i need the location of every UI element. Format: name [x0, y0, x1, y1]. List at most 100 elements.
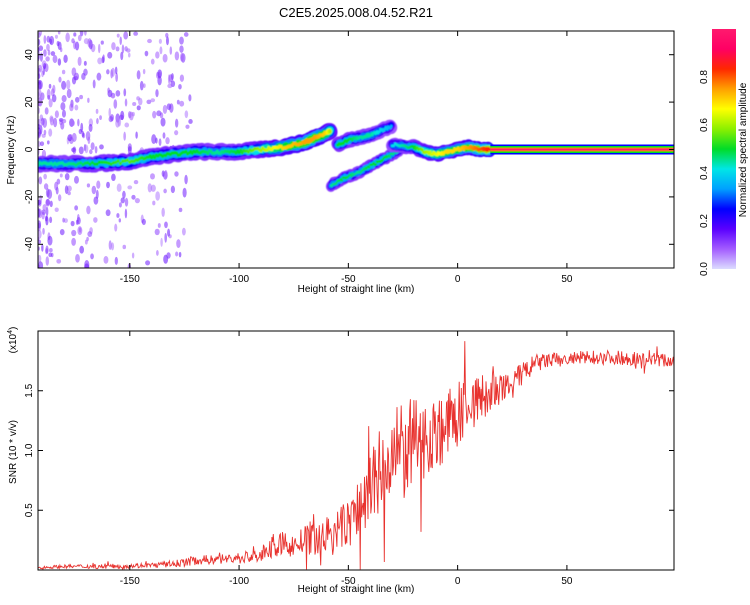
noise-speck [71, 147, 76, 153]
noise-speck [179, 45, 184, 53]
noise-speck [136, 105, 141, 111]
spectral-blob [74, 163, 78, 167]
noise-speck [74, 104, 79, 111]
noise-speck [111, 173, 116, 182]
noise-speck [124, 208, 128, 219]
noise-speck [122, 244, 127, 250]
noise-speck [73, 32, 77, 37]
noise-speck [115, 46, 120, 52]
noise-speck [179, 100, 185, 107]
noise-speck [71, 237, 76, 246]
noise-speck [39, 194, 43, 204]
noise-speck [169, 46, 173, 55]
spectral-blob [81, 162, 85, 167]
noise-speck [46, 43, 50, 52]
x-tick-label: -150 [120, 576, 140, 587]
noise-speck [179, 36, 184, 45]
noise-speck [157, 223, 161, 228]
noise-speck [39, 141, 45, 147]
noise-speck [188, 118, 193, 124]
noise-speck [83, 60, 87, 66]
noise-speck [60, 47, 63, 53]
noise-speck [42, 204, 47, 212]
noise-speck [115, 118, 120, 128]
spectral-blob [79, 161, 83, 165]
noise-speck [180, 52, 184, 62]
noise-speck [48, 248, 53, 253]
noise-speck [95, 189, 99, 199]
noise-speck [57, 58, 62, 66]
noise-speck [84, 144, 89, 154]
noise-speck [107, 87, 110, 94]
noise-speck [105, 209, 111, 217]
noise-speck [74, 205, 79, 211]
noise-speck [132, 102, 137, 107]
noise-speck [75, 219, 79, 225]
snr-x-ticks: -150 -100 -50 0 50 [120, 331, 573, 587]
noise-speck [184, 174, 188, 185]
noise-speck [65, 32, 70, 43]
noise-speck [48, 83, 52, 89]
noise-speck [139, 80, 144, 91]
near-zero-ridge [386, 137, 496, 162]
noise-speck [126, 48, 131, 53]
spectral-blob [93, 162, 97, 166]
noise-speck [150, 98, 156, 103]
noise-speck [128, 52, 131, 58]
noise-speck [155, 89, 159, 98]
noise-speck [69, 103, 74, 112]
noise-speck [175, 251, 179, 257]
noise-speck [48, 98, 53, 108]
noise-speck [42, 227, 45, 235]
spectral-blob [86, 160, 90, 165]
noise-speck [49, 200, 53, 208]
y-tick-label: 0 [24, 146, 35, 152]
noise-speck [42, 117, 48, 128]
noise-speck [61, 80, 67, 90]
colorbar-ticks: 0.0 0.2 0.4 0.6 0.8 [699, 70, 710, 276]
noise-speck [38, 176, 43, 185]
noise-speck [103, 256, 109, 264]
noise-speck [156, 110, 162, 117]
noise-speck [176, 239, 181, 249]
noise-speck [123, 31, 129, 40]
noise-speck [165, 36, 169, 46]
noise-speck [38, 254, 42, 263]
noise-speck [133, 31, 139, 36]
y-tick-label: 1.0 [24, 443, 35, 457]
noise-speck [179, 74, 185, 82]
noise-speck [127, 185, 133, 190]
noise-speck [164, 221, 168, 229]
noise-speck [116, 183, 122, 192]
noise-speck [71, 38, 75, 44]
spectral-blob [125, 158, 130, 162]
noise-speck [174, 171, 179, 177]
noise-speck [165, 32, 169, 38]
spectrogram-x-label: Height of straight line (km) [298, 284, 415, 295]
noise-speck [87, 136, 91, 145]
noise-speck [79, 94, 84, 100]
noise-speck [116, 213, 120, 218]
noise-speck [113, 99, 118, 109]
colorbar-tick-label: 0.8 [699, 70, 710, 84]
noise-speck [45, 256, 50, 266]
noise-speck [147, 38, 152, 44]
noise-speck [156, 249, 159, 256]
noise-speck [106, 181, 110, 189]
spectrogram-x-ticks: -150 -100 -50 0 50 [120, 31, 573, 285]
spectral-blob [386, 127, 389, 131]
colorbar-tick-label: 0.2 [699, 214, 710, 228]
noise-speck [57, 194, 62, 202]
noise-speck [77, 56, 82, 66]
noise-speck [61, 69, 66, 75]
noise-speck [166, 252, 171, 259]
colorbar-label: Normalized spectral amplitude [738, 82, 749, 217]
noise-speck [84, 239, 88, 245]
noise-speck [115, 72, 118, 83]
noise-speck [74, 41, 80, 51]
x-tick-label: 50 [561, 576, 573, 587]
noise-speck [110, 242, 115, 251]
noise-speck [99, 115, 102, 121]
noise-speck [158, 138, 162, 146]
